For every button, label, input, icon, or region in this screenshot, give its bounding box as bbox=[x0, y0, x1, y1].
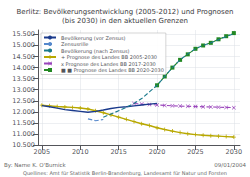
svg-text:Berlitz: Bevölkerungsentwicklu: Berlitz: Bevölkerungsentwicklung (2005-2… bbox=[17, 8, 234, 16]
svg-text:+ Prognose des Landes BB 2005-: + Prognose des Landes BB 2005-2030 bbox=[61, 54, 157, 60]
svg-text:12.500: 12.500 bbox=[12, 97, 35, 105]
svg-text:■ ■ Prognose des Landes BB 202: ■ ■ Prognose des Landes BB 2020-2030 bbox=[61, 67, 164, 74]
svg-text:12.000: 12.000 bbox=[12, 108, 35, 116]
svg-text:11.000: 11.000 bbox=[12, 130, 35, 138]
svg-text:2005: 2005 bbox=[34, 148, 51, 156]
svg-text:2030: 2030 bbox=[226, 148, 243, 156]
svg-text:15.000: 15.000 bbox=[12, 41, 35, 49]
svg-text:14.500: 14.500 bbox=[12, 53, 35, 61]
svg-text:Bevölkerung (nach Zensus): Bevölkerung (nach Zensus) bbox=[61, 47, 130, 54]
svg-text:11.500: 11.500 bbox=[12, 119, 35, 127]
svg-text:Bevölkerung (vor Zensus): Bevölkerung (vor Zensus) bbox=[61, 34, 126, 41]
svg-text:14.000: 14.000 bbox=[12, 64, 35, 72]
svg-text:10.500: 10.500 bbox=[12, 141, 35, 149]
svg-text:Quellines: Amt für Statistik B: Quellines: Amt für Statistik Berlin-Bran… bbox=[23, 170, 227, 177]
svg-text:x Prognose des Landes BB 2017-: x Prognose des Landes BB 2017-2030 bbox=[61, 60, 156, 67]
svg-text:2025: 2025 bbox=[187, 148, 204, 156]
svg-text:Zensusrille: Zensusrille bbox=[61, 41, 88, 47]
svg-text:13.500: 13.500 bbox=[12, 75, 35, 83]
svg-text:09/01/2004: 09/01/2004 bbox=[214, 162, 246, 168]
svg-text:2010: 2010 bbox=[72, 148, 89, 156]
svg-text:2020: 2020 bbox=[149, 148, 166, 156]
svg-text:13.000: 13.000 bbox=[12, 86, 35, 94]
svg-text:By: Name K. O'Burnick: By: Name K. O'Burnick bbox=[4, 162, 67, 169]
svg-text:15.500: 15.500 bbox=[12, 30, 35, 38]
svg-text:(bis 2030) in den aktuellen Gr: (bis 2030) in den aktuellen Grenzen bbox=[62, 17, 188, 25]
svg-text:2015: 2015 bbox=[110, 148, 127, 156]
